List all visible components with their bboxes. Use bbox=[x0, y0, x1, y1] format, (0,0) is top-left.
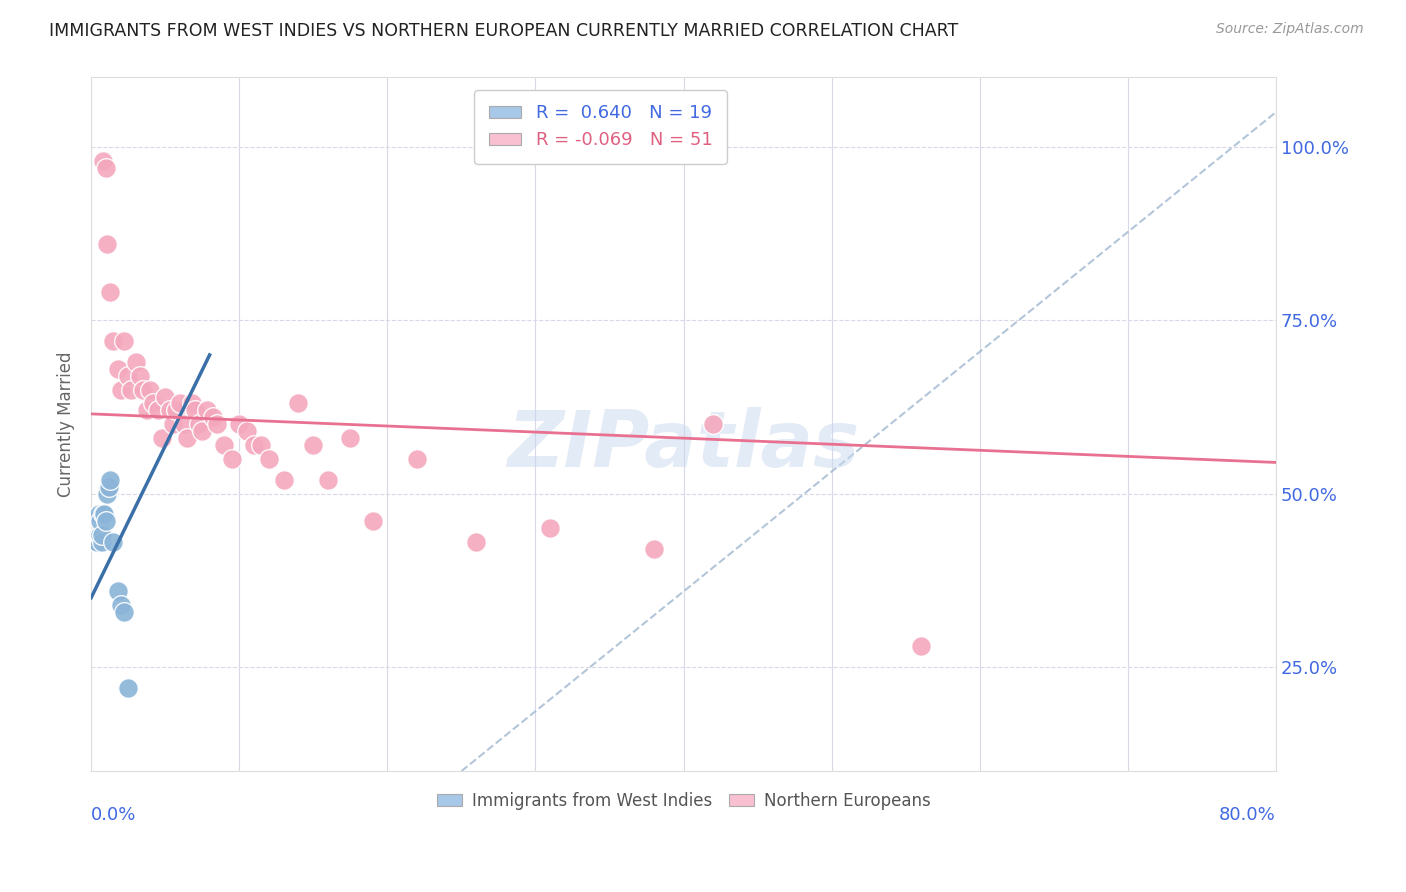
Point bbox=[188, 417, 211, 432]
Point bbox=[87, 528, 110, 542]
Point bbox=[214, 438, 236, 452]
Point bbox=[103, 334, 125, 348]
Point bbox=[96, 486, 118, 500]
Point bbox=[90, 535, 112, 549]
Point bbox=[243, 438, 266, 452]
Point bbox=[287, 396, 309, 410]
Point bbox=[110, 383, 132, 397]
Point bbox=[97, 480, 120, 494]
Point bbox=[538, 521, 561, 535]
Text: IMMIGRANTS FROM WEST INDIES VS NORTHERN EUROPEAN CURRENTLY MARRIED CORRELATION C: IMMIGRANTS FROM WEST INDIES VS NORTHERN … bbox=[49, 22, 959, 40]
Point bbox=[235, 424, 257, 438]
Point bbox=[107, 361, 129, 376]
Point bbox=[228, 417, 250, 432]
Point bbox=[339, 431, 361, 445]
Text: 0.0%: 0.0% bbox=[91, 805, 136, 824]
Point bbox=[643, 542, 665, 557]
Point bbox=[257, 452, 280, 467]
Point bbox=[139, 383, 162, 397]
Point bbox=[165, 403, 187, 417]
Legend: Immigrants from West Indies, Northern Europeans: Immigrants from West Indies, Northern Eu… bbox=[429, 784, 939, 818]
Point bbox=[173, 417, 195, 432]
Point bbox=[302, 438, 325, 452]
Point bbox=[406, 452, 429, 467]
Point bbox=[96, 236, 118, 251]
Point bbox=[702, 417, 724, 432]
Text: Source: ZipAtlas.com: Source: ZipAtlas.com bbox=[1216, 22, 1364, 37]
Point bbox=[465, 535, 488, 549]
Point bbox=[195, 403, 218, 417]
Text: 80.0%: 80.0% bbox=[1219, 805, 1277, 824]
Point bbox=[221, 452, 243, 467]
Text: ZIPatlas: ZIPatlas bbox=[508, 407, 859, 483]
Point bbox=[250, 438, 273, 452]
Point bbox=[103, 535, 125, 549]
Point bbox=[94, 161, 117, 175]
Point bbox=[91, 508, 114, 522]
Point bbox=[112, 334, 135, 348]
Y-axis label: Currently Married: Currently Married bbox=[58, 351, 75, 497]
Point bbox=[87, 508, 110, 522]
Point bbox=[93, 508, 115, 522]
Point bbox=[117, 681, 139, 695]
Point bbox=[159, 403, 181, 417]
Point bbox=[136, 403, 159, 417]
Point bbox=[84, 535, 107, 549]
Point bbox=[120, 383, 142, 397]
Point bbox=[169, 396, 191, 410]
Point bbox=[184, 403, 207, 417]
Point bbox=[89, 515, 111, 529]
Point bbox=[94, 515, 117, 529]
Point bbox=[273, 473, 295, 487]
Point bbox=[201, 410, 224, 425]
Point bbox=[316, 473, 339, 487]
Point bbox=[176, 431, 198, 445]
Point bbox=[100, 473, 122, 487]
Point bbox=[910, 640, 932, 654]
Point bbox=[150, 431, 173, 445]
Point bbox=[153, 390, 176, 404]
Point bbox=[132, 383, 155, 397]
Point bbox=[117, 368, 139, 383]
Point bbox=[124, 355, 146, 369]
Point bbox=[191, 424, 214, 438]
Point bbox=[142, 396, 165, 410]
Point bbox=[86, 535, 108, 549]
Point bbox=[129, 368, 152, 383]
Point bbox=[205, 417, 228, 432]
Point bbox=[89, 528, 111, 542]
Point bbox=[107, 583, 129, 598]
Point bbox=[90, 528, 112, 542]
Point bbox=[180, 396, 202, 410]
Point bbox=[110, 598, 132, 612]
Point bbox=[112, 605, 135, 619]
Point bbox=[162, 417, 184, 432]
Point bbox=[100, 285, 122, 300]
Point bbox=[361, 515, 384, 529]
Point bbox=[146, 403, 169, 417]
Point bbox=[91, 153, 114, 168]
